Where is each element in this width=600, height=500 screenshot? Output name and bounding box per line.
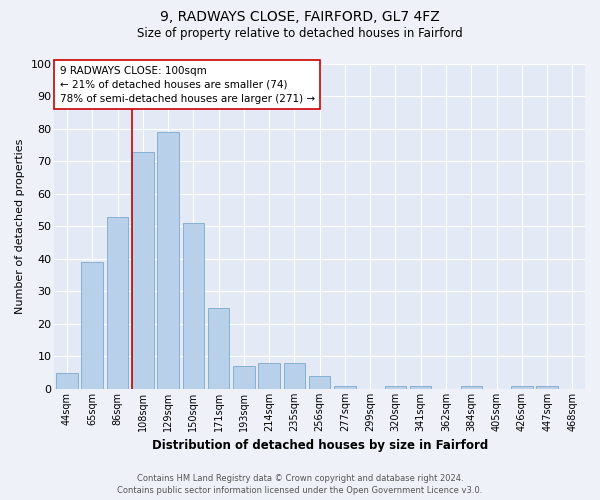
Bar — [284, 363, 305, 389]
Bar — [208, 308, 229, 389]
Bar — [309, 376, 331, 389]
Bar — [132, 152, 154, 389]
Bar — [536, 386, 558, 389]
Bar — [182, 223, 204, 389]
Y-axis label: Number of detached properties: Number of detached properties — [15, 139, 25, 314]
Bar — [233, 366, 254, 389]
Bar — [56, 372, 78, 389]
Bar — [511, 386, 533, 389]
Bar — [259, 363, 280, 389]
Bar — [385, 386, 406, 389]
Bar — [461, 386, 482, 389]
Text: 9, RADWAYS CLOSE, FAIRFORD, GL7 4FZ: 9, RADWAYS CLOSE, FAIRFORD, GL7 4FZ — [160, 10, 440, 24]
X-axis label: Distribution of detached houses by size in Fairford: Distribution of detached houses by size … — [152, 440, 488, 452]
Bar — [82, 262, 103, 389]
Bar — [107, 216, 128, 389]
Bar — [157, 132, 179, 389]
Text: Size of property relative to detached houses in Fairford: Size of property relative to detached ho… — [137, 28, 463, 40]
Text: Contains HM Land Registry data © Crown copyright and database right 2024.
Contai: Contains HM Land Registry data © Crown c… — [118, 474, 482, 495]
Bar — [410, 386, 431, 389]
Bar — [334, 386, 356, 389]
Text: 9 RADWAYS CLOSE: 100sqm
← 21% of detached houses are smaller (74)
78% of semi-de: 9 RADWAYS CLOSE: 100sqm ← 21% of detache… — [59, 66, 315, 104]
